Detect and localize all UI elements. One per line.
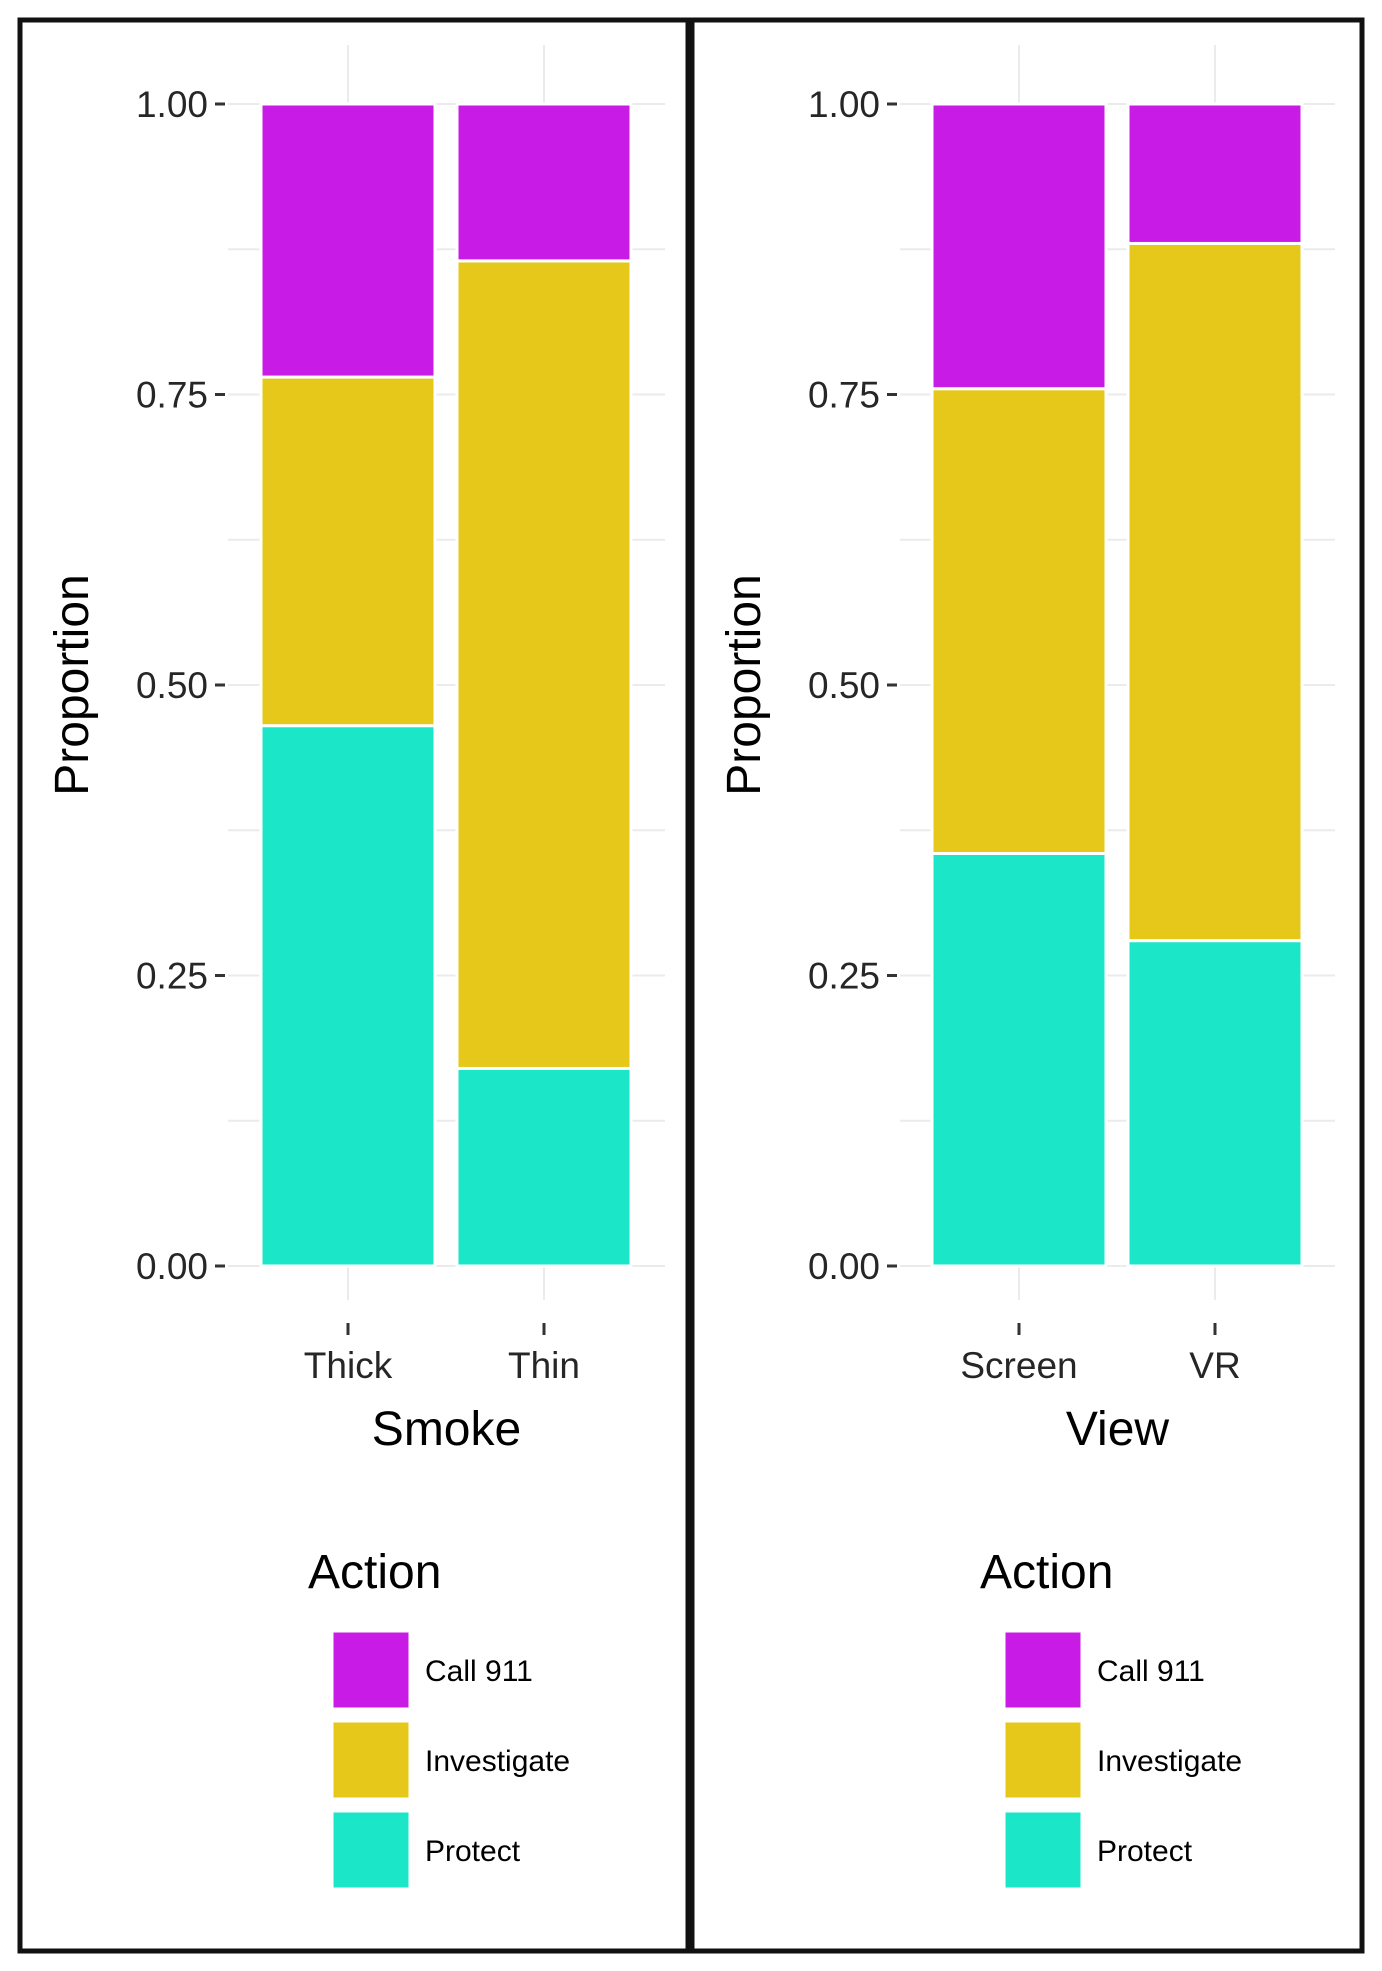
- chart-panel-1: 0.00 0.25 0.50 0.75 1.00 Thick Thin Smoke Propor…: [17, 17, 691, 1954]
- legend-label: Investigate: [425, 1745, 570, 1778]
- legend-key-investigate: [330, 1719, 412, 1801]
- legend-title: Action: [308, 1546, 441, 1599]
- legend-key-call-911: [1002, 1629, 1084, 1711]
- bar-screen-investigate: [930, 387, 1108, 855]
- legend-label: Protect: [1097, 1835, 1193, 1868]
- legend: Action Call 911 Investigate Protect: [980, 1546, 1242, 1891]
- y-tick-label: 0.25: [136, 956, 208, 997]
- y-tick-label: 0.75: [808, 375, 880, 416]
- legend-key-investigate: [1002, 1719, 1084, 1801]
- bar-thin-protect: [455, 1066, 633, 1268]
- bar-screen-protect: [930, 851, 1108, 1268]
- legend-label: Protect: [425, 1835, 521, 1868]
- x-axis-title: View: [1066, 1403, 1170, 1456]
- y-axis-title: Proportion: [718, 574, 771, 795]
- x-tick-label: Screen: [960, 1345, 1077, 1386]
- legend-key-call-911: [330, 1629, 412, 1711]
- bar-vr-investigate: [1126, 241, 1304, 943]
- legend-label: Investigate: [1097, 1745, 1242, 1778]
- bar-thin-call-911: [455, 102, 633, 263]
- y-tick-label: 1.00: [136, 84, 208, 125]
- legend-key-protect: [1002, 1809, 1084, 1891]
- legend-title: Action: [980, 1546, 1113, 1599]
- y-axis-title: Proportion: [46, 574, 99, 795]
- legend-key-protect: [330, 1809, 412, 1891]
- y-tick-label: 0.50: [136, 665, 208, 706]
- bar-thick-call-911: [259, 102, 437, 379]
- chart-panel-2: 0.00 0.25 0.50 0.75 1.00 Screen VR View Proporti…: [689, 17, 1365, 1954]
- y-tick-label: 0.50: [808, 665, 880, 706]
- x-axis-title: Smoke: [372, 1403, 521, 1456]
- x-tick-label: VR: [1189, 1345, 1240, 1386]
- y-tick-label: 0.00: [136, 1246, 208, 1287]
- legend: Action Call 911 Investigate Protect: [308, 1546, 570, 1891]
- bar-thin-investigate: [455, 259, 633, 1070]
- legend-label: Call 911: [1097, 1655, 1205, 1688]
- x-tick-label: Thick: [304, 1345, 393, 1386]
- legend-label: Call 911: [425, 1655, 533, 1688]
- bar-vr-call-911: [1126, 102, 1304, 245]
- bar-thick-investigate: [259, 375, 437, 728]
- bar-screen-call-911: [930, 102, 1108, 391]
- x-tick-label: Thin: [508, 1345, 580, 1386]
- y-tick-label: 1.00: [808, 84, 880, 125]
- bar-vr-protect: [1126, 939, 1304, 1268]
- y-tick-label: 0.25: [808, 956, 880, 997]
- bar-thick-protect: [259, 724, 437, 1268]
- y-tick-label: 0.75: [136, 375, 208, 416]
- y-tick-label: 0.00: [808, 1246, 880, 1287]
